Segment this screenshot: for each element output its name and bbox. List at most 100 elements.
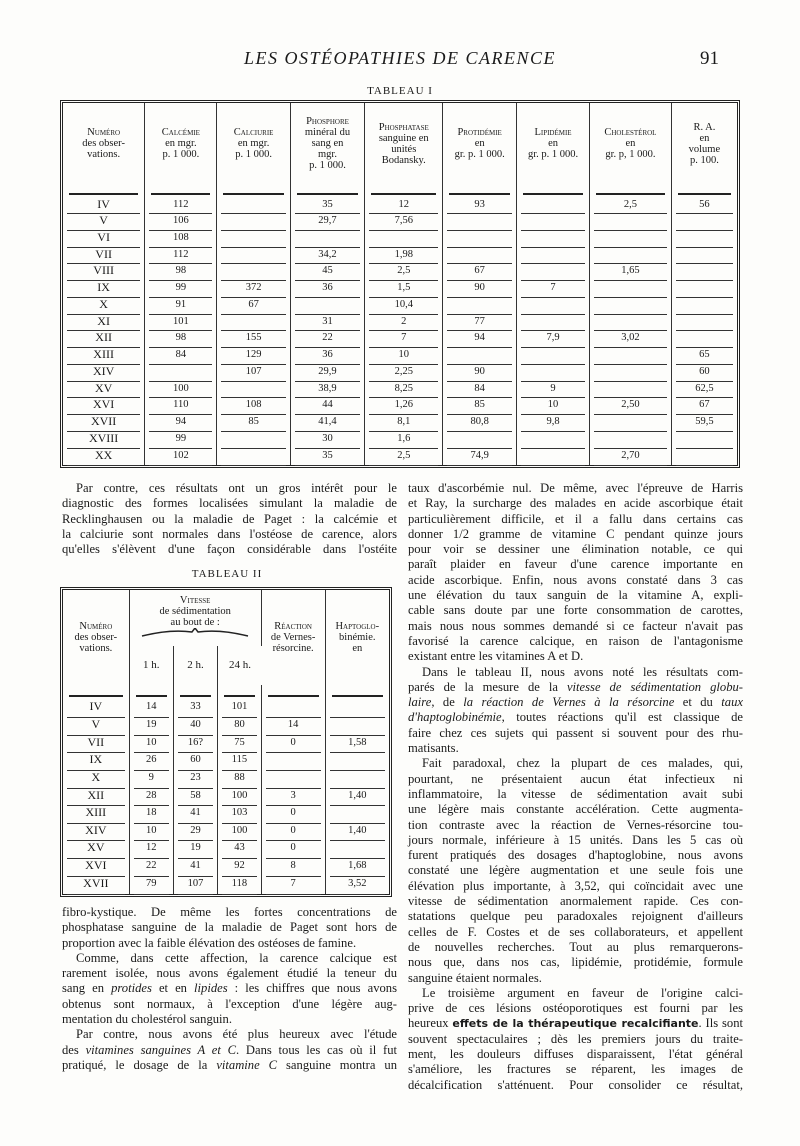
table-cell: 112 <box>145 197 218 215</box>
cell-value: 8,25 <box>369 381 439 399</box>
cell-value <box>594 364 667 382</box>
cell-value: 1,6 <box>369 431 439 449</box>
table-cell: 29 <box>174 823 219 842</box>
table-cell <box>590 230 672 248</box>
table-cell <box>443 247 518 265</box>
table-cell: 12 <box>130 840 174 860</box>
cell-value: 22 <box>133 858 169 877</box>
text-line: mais nous nous sommes demandé si ce fact… <box>408 618 743 633</box>
table-cell: 60 <box>672 364 737 382</box>
cell-value: 14 <box>133 699 169 718</box>
cell-value <box>521 213 586 231</box>
column-header-line: des obser- <box>74 632 118 644</box>
text-line: phosphatase sanguine de la maladie de Pa… <box>62 920 397 935</box>
table-row: XIV 107 29,9 2,25 90 60 <box>63 364 737 382</box>
table-cell <box>517 263 591 282</box>
column-header-line: p. 100. <box>689 154 719 166</box>
table-cell: 8 <box>262 858 326 877</box>
table-cell: 80,8 <box>443 414 518 432</box>
rule <box>179 694 212 697</box>
table-cell: 108 <box>217 397 291 416</box>
column-header-line: résorcine. <box>272 643 314 655</box>
cell-value <box>594 247 667 265</box>
table-cell: 26 <box>130 752 174 771</box>
table-cell: 84 <box>443 381 518 399</box>
table-cell: 0 <box>262 805 326 824</box>
table-cell: 74,9 <box>443 448 518 466</box>
cell-value: 2,25 <box>369 364 439 382</box>
header-row: Numéro des obser-vations. Vitesse de sédime… <box>63 590 389 686</box>
column-header: Cholestérol en gr. p, 1 000. <box>590 103 672 185</box>
table-cell: 91 <box>145 297 218 315</box>
table-cell: 79 <box>130 876 174 895</box>
column-header-title: Protidémie <box>457 127 502 139</box>
cell-value: 26 <box>133 752 169 771</box>
table-cell <box>672 281 737 298</box>
table-cell: 115 <box>218 752 262 771</box>
table-cell: XVI <box>63 397 146 416</box>
cell-value: 2,70 <box>594 448 667 466</box>
text-line: ment, les douleurs diffuses disparaissen… <box>408 1046 743 1061</box>
cell-value: 92 <box>222 858 257 877</box>
column-header-title: Lipidémie <box>534 127 572 139</box>
cell-value: 1,58 <box>329 735 385 754</box>
cell-value: 94 <box>447 330 513 349</box>
text-line: de nouvelles recherches. Tout au plus re… <box>408 939 743 954</box>
table-cell: 372 <box>217 280 291 298</box>
cell-value: 10 <box>133 823 169 842</box>
column-header: Vitesse de sédimentation au bout de : <box>130 590 262 647</box>
table-cell: X <box>63 770 130 789</box>
table-cell <box>326 770 389 789</box>
cell-value <box>521 197 586 215</box>
cell-value <box>447 213 513 231</box>
text-line: heureux effets de la thérapeutique recal… <box>408 1016 743 1031</box>
table-cell: XVII <box>63 414 146 432</box>
left-column-text-top: Par contre, ces résultats ont un gros in… <box>62 481 397 557</box>
cell-value: 45 <box>294 263 361 282</box>
column-header-line: en <box>548 138 558 150</box>
cell-value: 12 <box>369 197 439 215</box>
table-cell <box>262 752 326 771</box>
text-line: Par contre, nous avons été plus heureux … <box>76 1027 397 1042</box>
paragraph: Le troisième argument en faveur de l'ori… <box>408 986 743 1093</box>
table-cell: 62,5 <box>672 381 737 399</box>
cell-value <box>521 263 586 282</box>
cell-value <box>521 448 586 466</box>
table-cell: 7,9 <box>517 330 591 349</box>
text-line: paraît plaider en faveur d'une carence i… <box>408 557 743 572</box>
cell-value: 0 <box>265 805 321 824</box>
cell-value: 103 <box>222 805 257 824</box>
table-cell <box>590 280 672 298</box>
cell-value: 3 <box>265 788 321 807</box>
cell-value: 62,5 <box>675 381 733 399</box>
text-line: Comme, dans cette affection, la carence … <box>76 950 397 965</box>
table-cell: 29,7 <box>291 213 366 231</box>
rule <box>69 694 123 697</box>
cell-value: 7 <box>521 280 586 298</box>
cell-value: V <box>67 717 125 736</box>
cell-value <box>221 431 286 449</box>
table-cell <box>443 297 518 315</box>
text-line: pratiqué, le dosage de la vitamine C san… <box>62 1057 398 1072</box>
cell-value: 19 <box>133 717 169 736</box>
cell-value: XIV <box>67 823 125 842</box>
cell-value: 93 <box>447 197 513 215</box>
table-cell: 107 <box>174 876 219 895</box>
paragraph: Dans le tableau II, nous avons noté les … <box>408 665 743 757</box>
cell-value: 7 <box>369 330 439 349</box>
paragraph: fibro-kystique. De même les fortes conce… <box>62 905 397 951</box>
cell-value <box>675 330 733 349</box>
cell-value <box>675 314 733 332</box>
cell-value <box>675 280 733 298</box>
table-row: XV 12 19 43 0 <box>63 840 389 860</box>
cell-value <box>594 230 667 248</box>
header-row: Numéro des obser-vations. Calcémie en mgr. p… <box>63 103 737 185</box>
cell-value: 106 <box>149 213 213 231</box>
subheader-row: 1 h. 2 h. 24 h. <box>63 646 389 686</box>
header-rule <box>291 184 366 197</box>
table-cell <box>291 230 366 248</box>
cell-value <box>447 297 513 315</box>
cell-value: 90 <box>447 280 513 298</box>
column-header-line: gr. p. 1 000. <box>527 149 579 161</box>
table-cell <box>365 230 444 248</box>
